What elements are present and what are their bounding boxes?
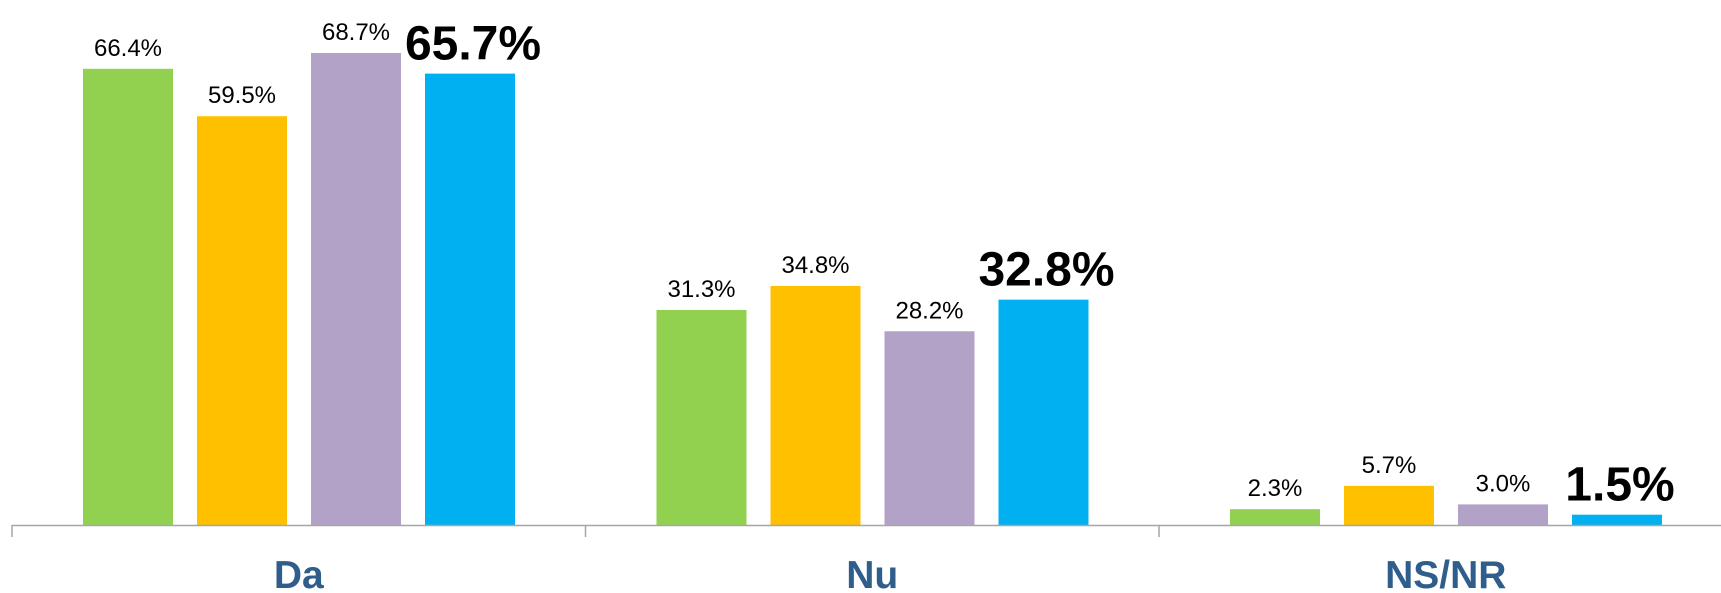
bar	[884, 331, 975, 525]
value-label: 59.5%	[208, 82, 276, 109]
bar	[1230, 509, 1320, 525]
bar	[1458, 504, 1548, 525]
value-label: 5.7%	[1362, 452, 1417, 479]
value-label: 65.7%	[405, 18, 541, 71]
bar	[311, 53, 401, 525]
bar	[656, 309, 747, 525]
bar	[1344, 485, 1434, 525]
value-label: 31.3%	[667, 276, 735, 303]
value-label: 34.8%	[781, 252, 849, 279]
bar	[998, 299, 1089, 525]
bar	[770, 285, 861, 525]
value-label: 28.2%	[895, 297, 963, 324]
value-label: 68.7%	[322, 19, 390, 46]
bar	[425, 73, 515, 525]
x-tick-label: Da	[274, 554, 324, 593]
value-label: 1.5%	[1565, 459, 1674, 512]
value-label: 3.0%	[1476, 470, 1531, 497]
x-tick-label: Nu	[846, 554, 898, 593]
x-tick-label: NS/NR	[1385, 554, 1506, 593]
value-label: 32.8%	[978, 244, 1114, 297]
value-label: 2.3%	[1248, 475, 1303, 502]
bar	[1572, 514, 1662, 525]
bar	[83, 68, 173, 526]
bar	[197, 116, 287, 525]
value-label: 66.4%	[94, 35, 162, 62]
